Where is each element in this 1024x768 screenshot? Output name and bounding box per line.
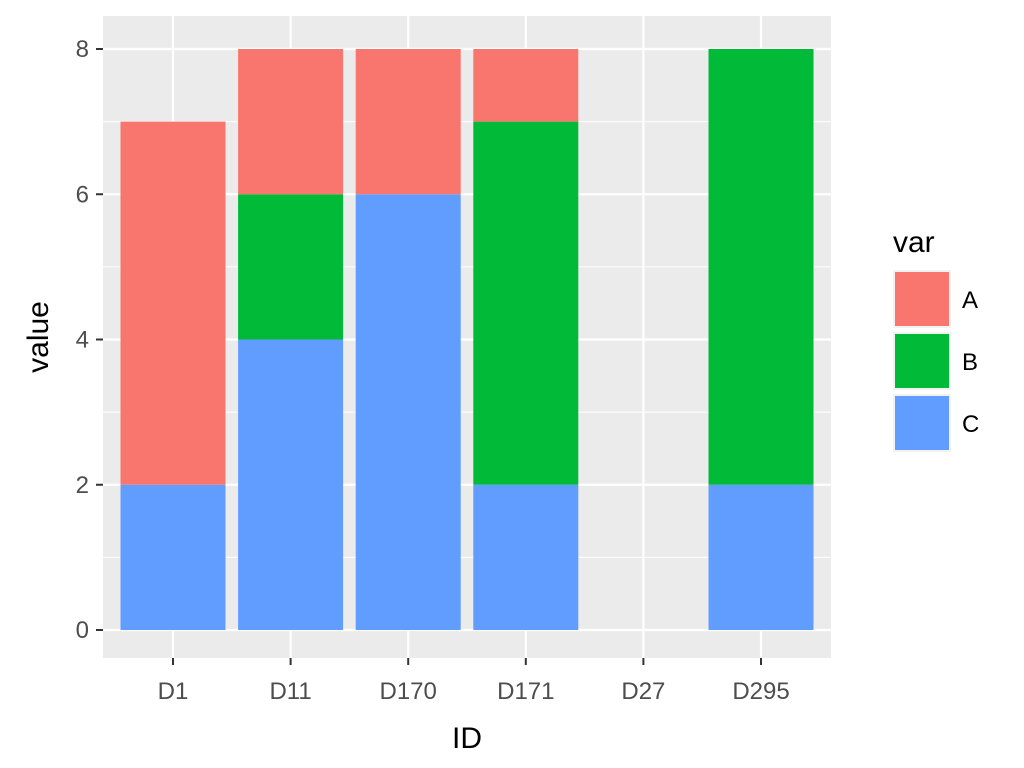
- bar-D1-A: [120, 121, 226, 485]
- legend: var A B C: [893, 226, 979, 452]
- y-tick-label: 8: [76, 36, 89, 63]
- bar-D295-C: [708, 484, 814, 630]
- bars: [120, 49, 814, 630]
- y-axis-title: value: [22, 301, 55, 373]
- legend-label-B: B: [962, 349, 978, 376]
- x-tick-label: D27: [621, 678, 665, 705]
- legend-swatch-A: [895, 272, 949, 326]
- bar-D295-B: [708, 49, 814, 485]
- y-tick-label: 4: [76, 327, 89, 354]
- bar-D11-A: [238, 49, 344, 195]
- y-tick-label: 6: [76, 181, 89, 208]
- x-tick-label: D170: [380, 678, 437, 705]
- bar-D1-C: [120, 484, 226, 630]
- x-tick-label: D295: [732, 678, 789, 705]
- bar-D171-A: [473, 49, 579, 122]
- y-tick-label: 0: [76, 617, 89, 644]
- bar-D170-C: [355, 194, 461, 630]
- legend-swatch-C: [895, 396, 949, 450]
- bar-D11-C: [238, 339, 344, 630]
- bar-D171-B: [473, 121, 579, 485]
- legend-swatch-B: [895, 334, 949, 388]
- y-axis: 0 2 4 6 8: [76, 36, 103, 644]
- x-axis: D1 D11 D170 D171 D27 D295: [158, 658, 790, 705]
- y-tick-label: 2: [76, 472, 89, 499]
- legend-label-C: C: [962, 411, 979, 438]
- bar-D170-A: [355, 49, 461, 195]
- x-axis-title: ID: [452, 722, 482, 755]
- legend-label-A: A: [962, 287, 978, 314]
- bar-D171-C: [473, 484, 579, 630]
- x-tick-label: D171: [497, 678, 554, 705]
- x-tick-label: D1: [158, 678, 189, 705]
- x-tick-label: D11: [269, 678, 311, 705]
- bar-D11-B: [238, 194, 344, 340]
- legend-title: var: [893, 226, 935, 259]
